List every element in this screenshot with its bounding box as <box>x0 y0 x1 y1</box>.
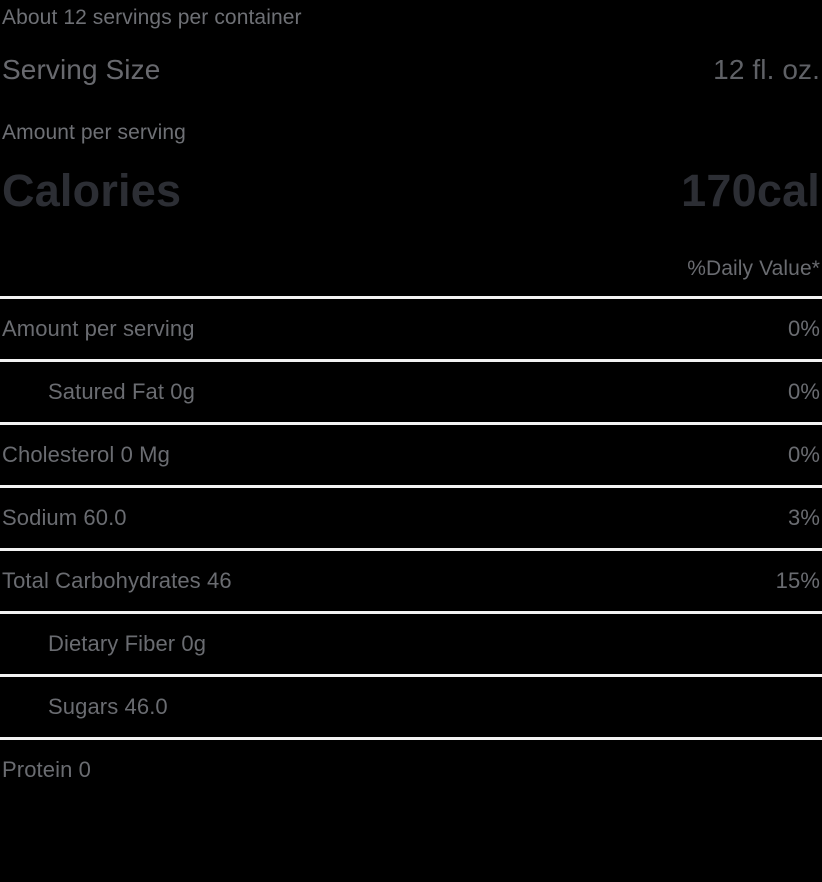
nutrient-daily-value: 15% <box>775 568 820 593</box>
amount-per-serving-heading: Amount per serving <box>2 121 186 144</box>
daily-value-header-row: %Daily Value* <box>0 258 822 280</box>
nutrient-row: Sugars 46.0 <box>0 677 822 737</box>
row-divider <box>0 359 822 362</box>
nutrient-row: Cholesterol 0 Mg 0% <box>0 425 822 485</box>
calories-row: Calories 170cal <box>0 167 822 215</box>
row-divider <box>0 485 822 488</box>
row-divider <box>0 611 822 614</box>
row-divider <box>0 548 822 551</box>
nutrient-name: Sodium 60.0 <box>2 505 127 530</box>
nutrient-table: Amount per serving 0% Satured Fat 0g 0% Chol… <box>0 296 822 800</box>
daily-value-header: %Daily Value* <box>687 257 820 280</box>
calories-value: 170cal <box>681 165 820 216</box>
nutrient-row: Sodium 60.0 3% <box>0 488 822 548</box>
nutrient-daily-value: 0% <box>788 316 820 341</box>
nutrient-name: Protein 0 <box>2 757 91 782</box>
row-divider <box>0 674 822 677</box>
row-divider <box>0 737 822 740</box>
serving-size-row: Serving Size 12 fl. oz. <box>0 55 822 85</box>
nutrient-daily-value: 3% <box>788 505 820 530</box>
calories-label: Calories <box>2 165 182 216</box>
nutrient-row: Amount per serving 0% <box>0 299 822 359</box>
nutrient-row: Satured Fat 0g 0% <box>0 362 822 422</box>
nutrient-name: Sugars 46.0 <box>48 694 168 719</box>
nutrient-name: Total Carbohydrates 46 <box>2 568 232 593</box>
nutrient-daily-value: 0% <box>788 379 820 404</box>
nutrient-daily-value: 0% <box>788 442 820 467</box>
row-divider <box>0 296 822 299</box>
serving-size-value: 12 fl. oz. <box>713 54 820 85</box>
nutrient-name: Amount per serving <box>2 316 195 341</box>
servings-per-container-text: About 12 servings per container <box>2 6 302 29</box>
nutrient-name: Cholesterol 0 Mg <box>2 442 170 467</box>
row-divider <box>0 422 822 425</box>
serving-size-label: Serving Size <box>2 54 161 85</box>
nutrient-row: Protein 0 <box>0 740 822 800</box>
nutrient-row: Dietary Fiber 0g <box>0 614 822 674</box>
nutrient-name: Satured Fat 0g <box>48 379 195 404</box>
nutrient-name: Dietary Fiber 0g <box>48 631 207 656</box>
nutrient-row: Total Carbohydrates 46 15% <box>0 551 822 611</box>
